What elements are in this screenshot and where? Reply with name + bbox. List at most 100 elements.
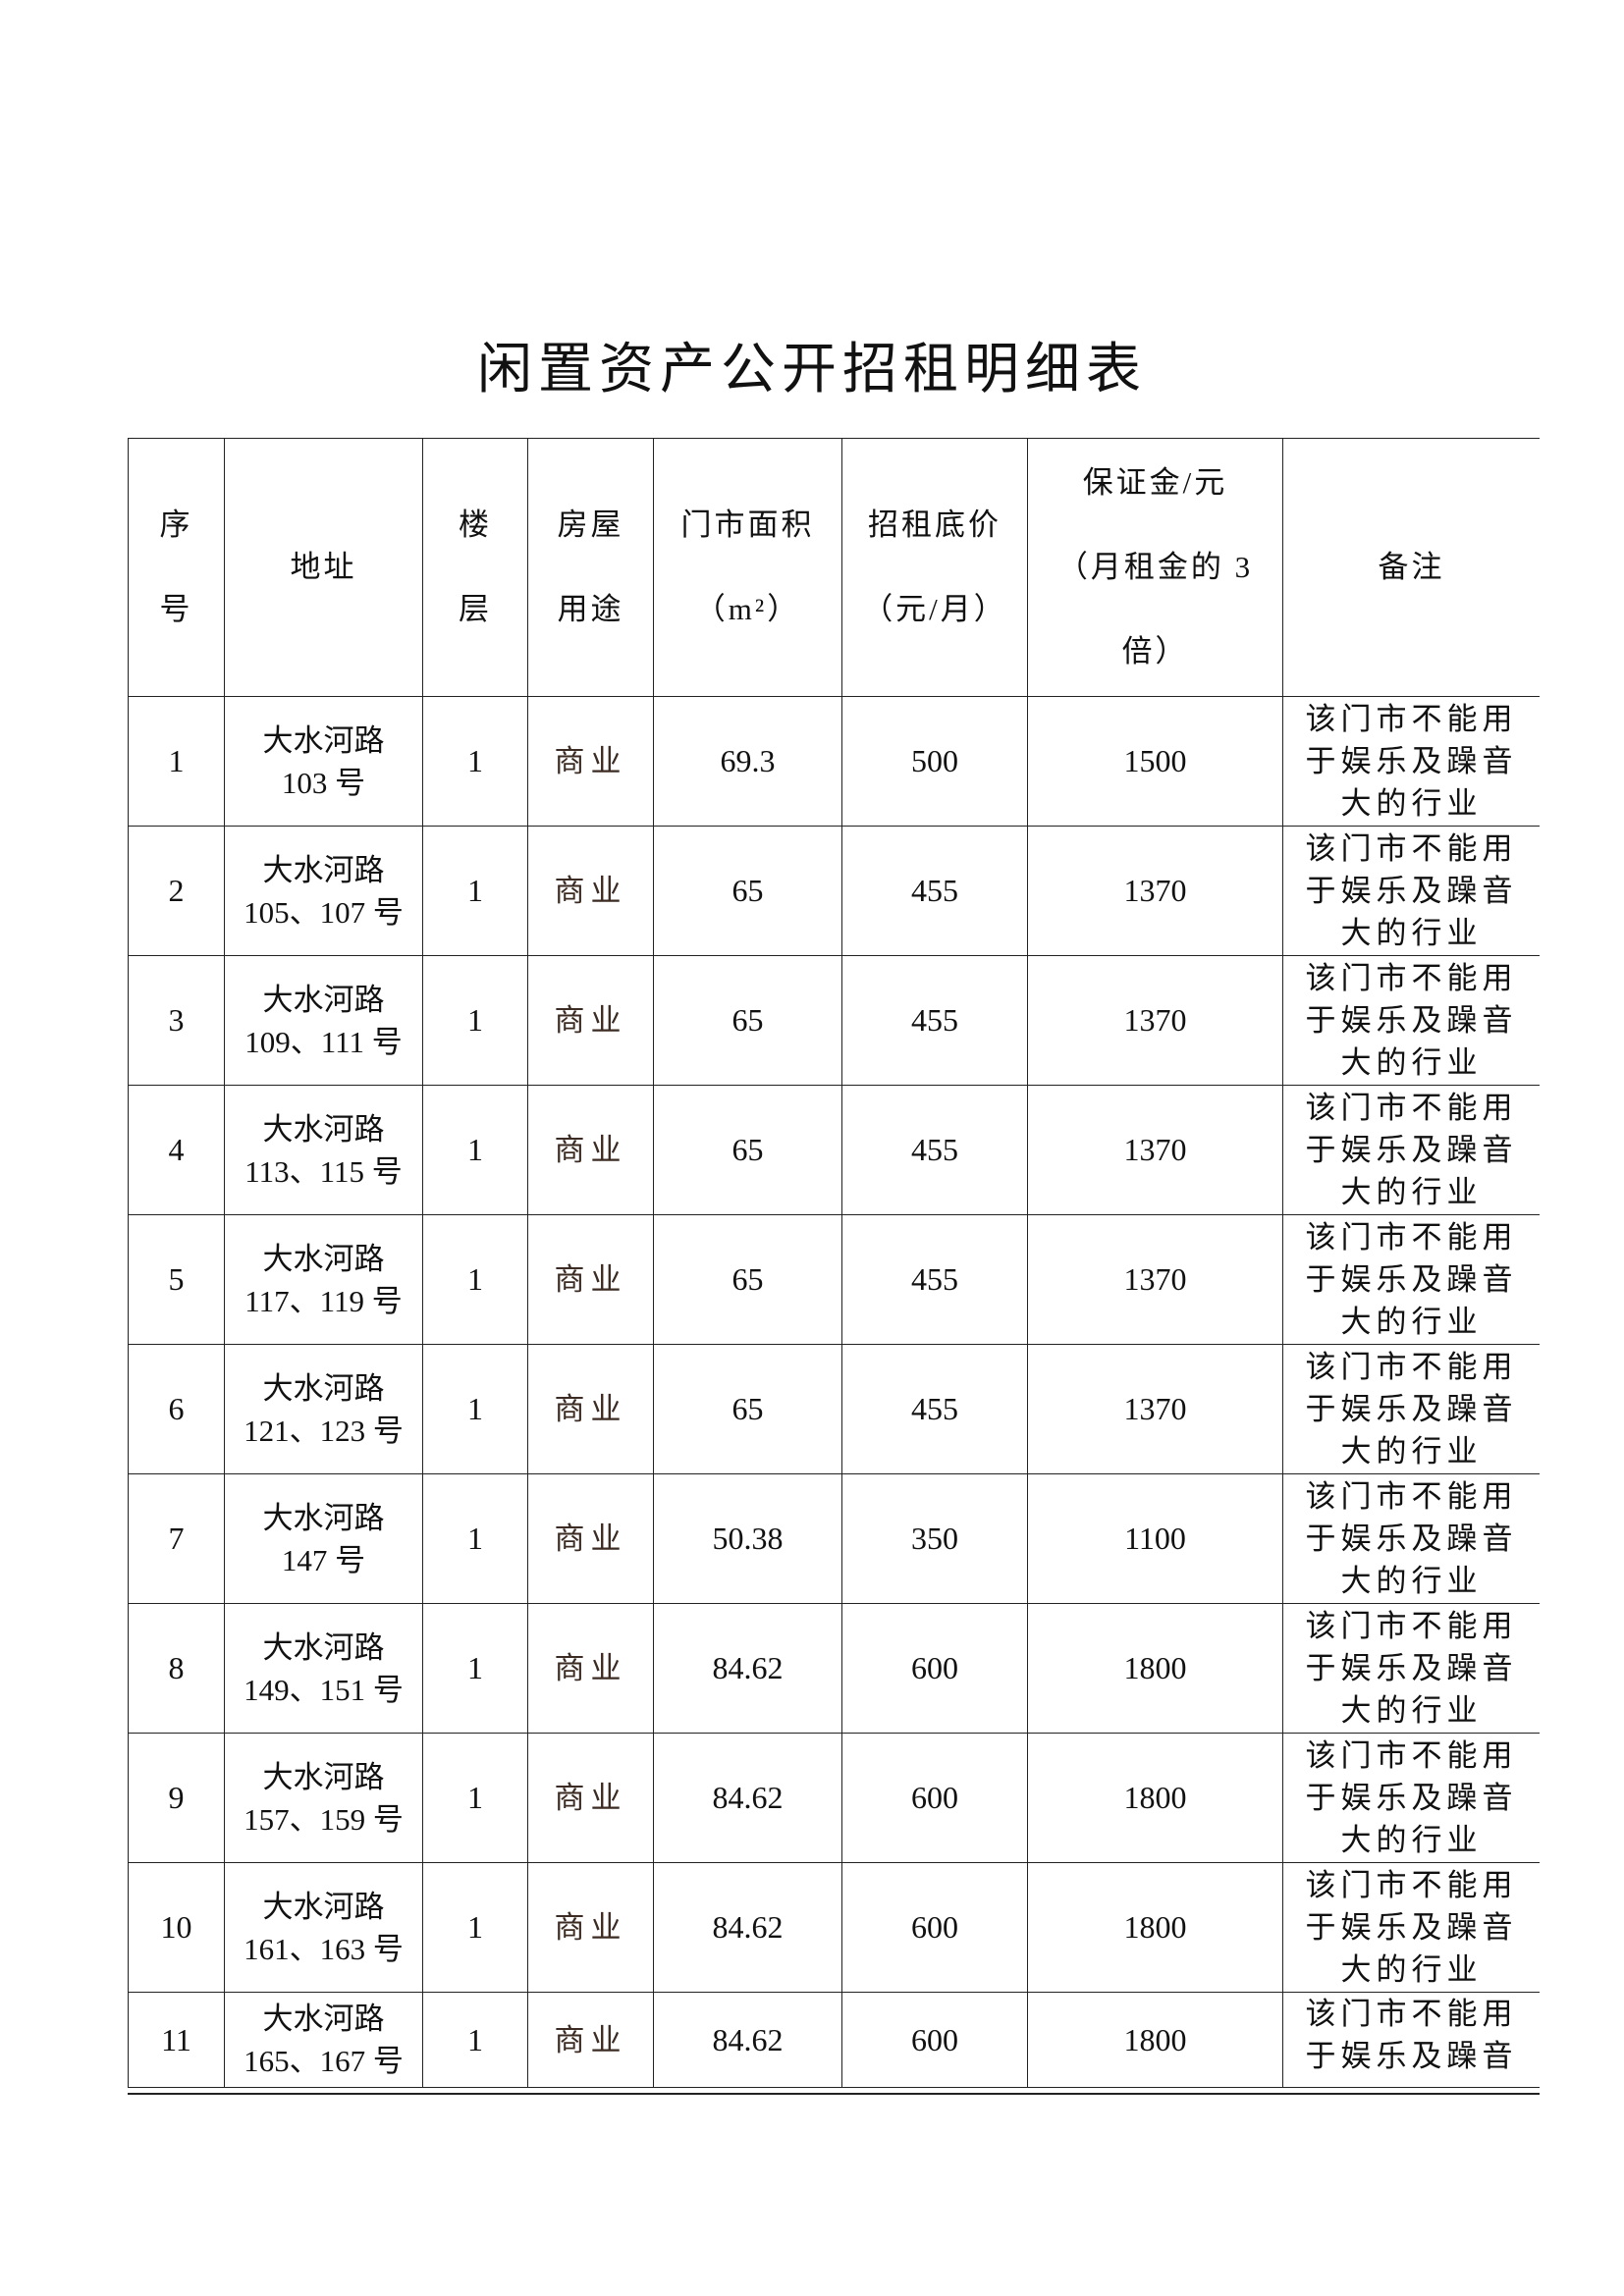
cell-address: 大水河路 103 号 xyxy=(224,696,423,827)
table-row: 6 大水河路 121、123 号 1 商业 65 455 1370 该门市不能用于娱乐及躁音大的… xyxy=(128,1344,1540,1474)
cell-usage: 商业 xyxy=(527,1344,654,1474)
address-line-2: 149、151 号 xyxy=(244,1672,404,1707)
header-text: 房屋用途 xyxy=(557,507,624,626)
address-line-1: 大水河路 xyxy=(262,852,385,887)
address-line-1: 大水河路 xyxy=(262,1241,385,1276)
cell-deposit: 1370 xyxy=(1027,1344,1283,1474)
cell-usage: 商业 xyxy=(527,1862,654,1993)
cell-address: 大水河路 165、167 号 xyxy=(224,1992,423,2088)
table-row: 10 大水河路 161、163 号 1 商业 84.62 600 1800 该门市不能用于娱乐及… xyxy=(128,1862,1540,1993)
cell-address: 大水河路 149、151 号 xyxy=(224,1603,423,1734)
cell-deposit: 1800 xyxy=(1027,1733,1283,1863)
cell-deposit: 1370 xyxy=(1027,1214,1283,1345)
cell-no: 5 xyxy=(128,1214,225,1345)
cell-deposit: 1500 xyxy=(1027,696,1283,827)
address-line-2: 147 号 xyxy=(281,1542,366,1577)
address-line-2: 105、107 号 xyxy=(244,894,404,930)
table-body: 1 大水河路 103 号 1 商业 69.3 500 1500 该门市不能用于娱乐及躁音大的行业… xyxy=(128,696,1540,2088)
cell-deposit: 1370 xyxy=(1027,826,1283,956)
table-row: 4 大水河路 113、115 号 1 商业 65 455 1370 该门市不能用于娱乐及躁音大的… xyxy=(128,1085,1540,1215)
address-line-2: 121、123 号 xyxy=(244,1413,404,1448)
cell-address: 大水河路 147 号 xyxy=(224,1473,423,1604)
address-line-1: 大水河路 xyxy=(262,1111,385,1147)
cell-deposit: 1370 xyxy=(1027,1085,1283,1215)
cell-area: 84.62 xyxy=(653,1733,842,1863)
cell-usage: 商业 xyxy=(527,696,654,827)
cell-deposit: 1800 xyxy=(1027,1992,1283,2088)
cell-usage: 商业 xyxy=(527,955,654,1086)
cell-floor: 1 xyxy=(422,1603,528,1734)
header-text: 楼 xyxy=(459,507,492,542)
cell-usage: 商业 xyxy=(527,1085,654,1215)
cell-address: 大水河路 161、163 号 xyxy=(224,1862,423,1993)
cell-no: 8 xyxy=(128,1603,225,1734)
cell-no: 9 xyxy=(128,1733,225,1863)
page-title: 闲置资产公开招租明细表 xyxy=(477,340,1147,400)
cell-price: 500 xyxy=(841,696,1028,827)
cell-price: 350 xyxy=(841,1473,1028,1604)
address-line-1: 大水河路 xyxy=(262,982,385,1017)
address-line-2: 117、119 号 xyxy=(244,1283,403,1318)
cell-area: 50.38 xyxy=(653,1473,842,1604)
address-line-1: 大水河路 xyxy=(262,1500,385,1535)
cell-usage: 商业 xyxy=(527,1603,654,1734)
cell-area: 65 xyxy=(653,955,842,1086)
table-row: 1 大水河路 103 号 1 商业 69.3 500 1500 该门市不能用于娱乐及躁音大的行业 xyxy=(128,696,1540,827)
cell-area: 84.62 xyxy=(653,1603,842,1734)
cell-address: 大水河路 105、107 号 xyxy=(224,826,423,956)
cell-no: 10 xyxy=(128,1862,225,1993)
cell-address: 大水河路 113、115 号 xyxy=(224,1085,423,1215)
cell-floor: 1 xyxy=(422,1733,528,1863)
header-text: 保证金/元 xyxy=(1082,465,1228,500)
header-remarks: 备注 xyxy=(1282,438,1540,697)
cell-remarks: 该门市不能用于娱乐及躁音大的行业 xyxy=(1282,1214,1540,1345)
cell-price: 455 xyxy=(841,1214,1028,1345)
table-row: 8 大水河路 149、151 号 1 商业 84.62 600 1800 该门市不能用于娱乐及躁… xyxy=(128,1603,1540,1734)
cell-floor: 1 xyxy=(422,1862,528,1993)
address-line-1: 大水河路 xyxy=(262,1629,385,1665)
table-row: 7 大水河路 147 号 1 商业 50.38 350 1100 该门市不能用于娱乐及躁音大的行… xyxy=(128,1473,1540,1604)
cell-deposit: 1800 xyxy=(1027,1862,1283,1993)
cell-floor: 1 xyxy=(422,1085,528,1215)
cell-no: 11 xyxy=(128,1992,225,2088)
cell-remarks: 该门市不能用于娱乐及躁音 xyxy=(1282,1992,1540,2088)
header-address: 地址 xyxy=(224,438,423,697)
table-row: 9 大水河路 157、159 号 1 商业 84.62 600 1800 该门市不能用于娱乐及躁… xyxy=(128,1733,1540,1863)
address-line-1: 大水河路 xyxy=(262,722,385,758)
table-row: 11 大水河路 165、167 号 1 商业 84.62 600 1800 该门市不能用于娱乐及… xyxy=(128,1992,1540,2088)
cell-floor: 1 xyxy=(422,1344,528,1474)
header-text: （月租金的 3 xyxy=(1056,550,1254,584)
cell-usage: 商业 xyxy=(527,1214,654,1345)
header-text: （元/月） xyxy=(862,592,1007,626)
cell-area: 84.62 xyxy=(653,1862,842,1993)
cell-remarks: 该门市不能用于娱乐及躁音大的行业 xyxy=(1282,1733,1540,1863)
cell-remarks: 该门市不能用于娱乐及躁音大的行业 xyxy=(1282,826,1540,956)
address-line-1: 大水河路 xyxy=(262,1889,385,1924)
cell-price: 455 xyxy=(841,1085,1028,1215)
cell-remarks: 该门市不能用于娱乐及躁音大的行业 xyxy=(1282,1473,1540,1604)
cell-floor: 1 xyxy=(422,826,528,956)
cell-deposit: 1370 xyxy=(1027,955,1283,1086)
header-text: 地址 xyxy=(290,550,357,584)
cell-remarks: 该门市不能用于娱乐及躁音大的行业 xyxy=(1282,1085,1540,1215)
address-line-2: 165、167 号 xyxy=(244,2044,404,2078)
header-deposit: 保证金/元 （月租金的 3 倍） xyxy=(1027,438,1283,697)
cell-floor: 1 xyxy=(422,1992,528,2088)
cell-area: 65 xyxy=(653,826,842,956)
cell-price: 455 xyxy=(841,826,1028,956)
cell-address: 大水河路 157、159 号 xyxy=(224,1733,423,1863)
header-text: 门市面积（m²） xyxy=(680,507,815,626)
cell-price: 600 xyxy=(841,1733,1028,1863)
cell-remarks: 该门市不能用于娱乐及躁音大的行业 xyxy=(1282,1603,1540,1734)
header-usage: 房屋用途 xyxy=(527,438,654,697)
cell-remarks: 该门市不能用于娱乐及躁音大的行业 xyxy=(1282,696,1540,827)
address-line-1: 大水河路 xyxy=(262,2002,385,2036)
cell-no: 6 xyxy=(128,1344,225,1474)
cell-no: 7 xyxy=(128,1473,225,1604)
cell-price: 600 xyxy=(841,1603,1028,1734)
header-floor: 楼层 xyxy=(422,438,528,697)
address-line-2: 161、163 号 xyxy=(244,1931,404,1966)
